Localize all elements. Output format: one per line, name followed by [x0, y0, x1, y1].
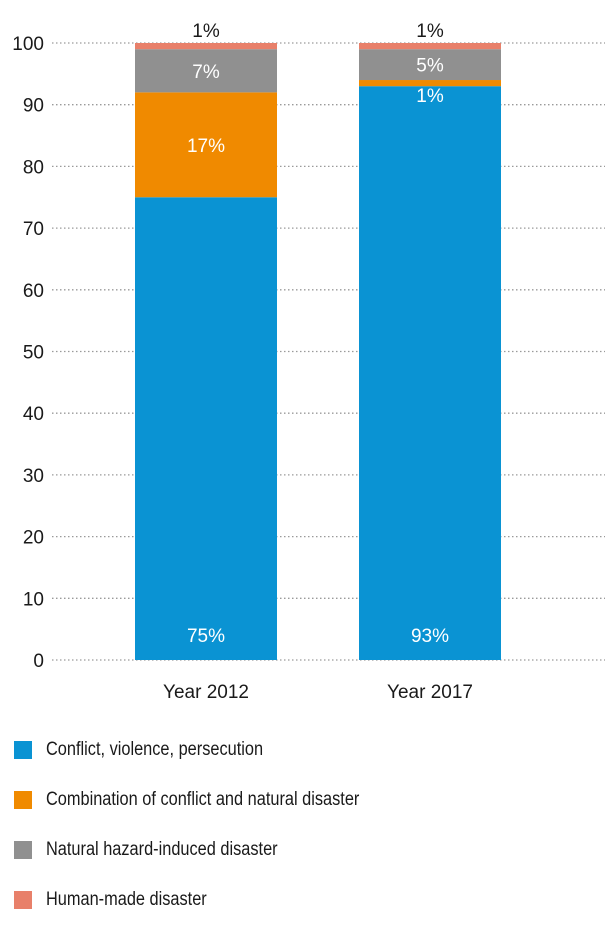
bar-segment-1-conflict-violence-persecution [359, 86, 501, 660]
x-tick-label-0: Year 2012 [163, 682, 249, 703]
y-tick-label-40: 40 [23, 404, 44, 425]
y-tick-label-10: 10 [23, 589, 44, 610]
y-axis-ticks: 0 10 20 30 40 50 60 70 80 90 100 [12, 34, 44, 672]
y-tick-label-100: 100 [12, 34, 44, 55]
bar-segment-0-human-made-disaster [135, 43, 277, 50]
y-tick-label-70: 70 [23, 219, 44, 240]
legend-item-combination: Combination of conflict and natural disa… [14, 789, 594, 810]
y-tick-label-50: 50 [23, 343, 44, 364]
bars [135, 43, 501, 660]
segment-labels: 75% 17% 7% 1% 93% 1% 5% 1% [187, 21, 449, 647]
legend-item-natural-hazard: Natural hazard-induced disaster [14, 839, 594, 860]
legend-label-conflict: Conflict, violence, persecution [46, 739, 264, 760]
legend-swatch-conflict [14, 741, 32, 759]
legend-label-natural-hazard: Natural hazard-induced disaster [46, 839, 278, 860]
bar-segment-1-human-made-disaster [359, 43, 501, 50]
data-label-1-conflict-violence-persecution: 93% [411, 626, 449, 647]
bar-segment-0-natural-hazard-induced-disaster [135, 49, 277, 93]
x-axis-ticks: Year 2012 Year 2017 [163, 682, 473, 703]
y-tick-label-80: 80 [23, 157, 44, 178]
stacked-bar-chart: 0 10 20 30 40 50 60 70 80 90 100 75% 17% 7% 1% 93% 1% 5%… [12, 21, 605, 703]
data-label-1-natural-hazard-induced-disaster: 5% [416, 56, 444, 77]
legend-item-human-made: Human-made disaster [14, 889, 594, 910]
bar-segment-0-conflict-violence-persecution [135, 197, 277, 660]
bar-segment-0-combination-of-conflict-and-natural-disaster [135, 92, 277, 198]
y-tick-label-60: 60 [23, 281, 44, 302]
y-tick-label-20: 20 [23, 528, 44, 549]
gridlines [52, 42, 605, 661]
data-label-0-natural-hazard-induced-disaster: 7% [192, 62, 220, 83]
data-label-0-conflict-violence-persecution: 75% [187, 626, 225, 647]
y-tick-label-0: 0 [33, 651, 44, 672]
x-tick-label-1: Year 2017 [387, 682, 473, 703]
legend-item-conflict: Conflict, violence, persecution [14, 739, 594, 760]
data-label-0-human-made-disaster: 1% [192, 21, 220, 42]
legend-label-human-made: Human-made disaster [46, 889, 207, 910]
legend-swatch-combination [14, 791, 32, 809]
legend-label-combination: Combination of conflict and natural disa… [46, 789, 360, 810]
legend-swatch-human-made [14, 891, 32, 909]
data-label-1-human-made-disaster: 1% [416, 21, 444, 42]
legend-swatch-natural-hazard [14, 841, 32, 859]
bar-segment-1-combination-of-conflict-and-natural-disaster [359, 80, 501, 87]
data-label-1-combination-of-conflict-and-natural-disaster: 1% [416, 86, 444, 107]
data-label-0-combination-of-conflict-and-natural-disaster: 17% [187, 136, 225, 157]
y-tick-label-30: 30 [23, 466, 44, 487]
legend: Conflict, violence, persecution Combinat… [14, 739, 594, 940]
y-tick-label-90: 90 [23, 96, 44, 117]
bar-segment-1-natural-hazard-induced-disaster [359, 49, 501, 81]
